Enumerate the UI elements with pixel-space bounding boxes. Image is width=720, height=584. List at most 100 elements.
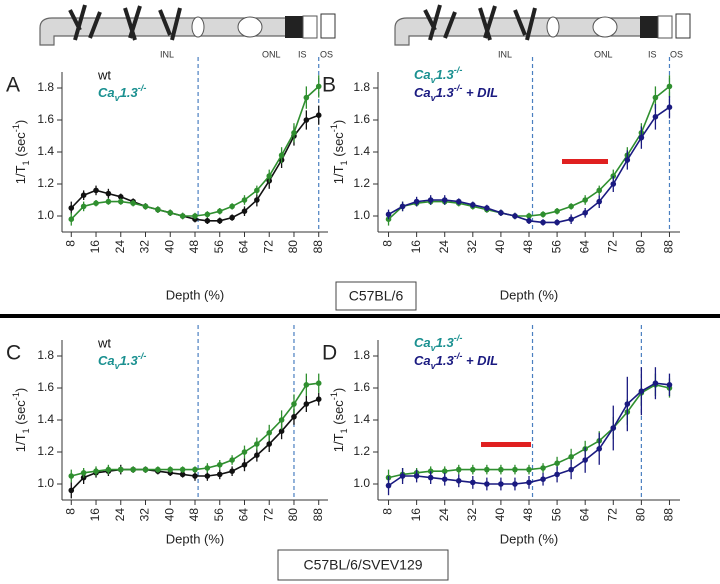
data-point — [254, 197, 260, 203]
data-point — [278, 152, 285, 158]
layer-label: IS — [648, 49, 657, 59]
data-point — [666, 83, 673, 90]
data-point — [204, 473, 211, 479]
y-tick-label: 1.4 — [37, 412, 54, 426]
data-point — [399, 203, 406, 210]
data-point — [610, 425, 617, 431]
legend-entry: Cav1.3-/- + DIL — [414, 351, 498, 371]
panel-letter: D — [322, 342, 337, 365]
x-tick-label: 80 — [286, 240, 300, 254]
data-point — [278, 417, 285, 423]
x-tick-label: 56 — [549, 508, 563, 522]
y-tick-label: 1.2 — [353, 444, 370, 458]
y-tick-label: 1.8 — [353, 348, 370, 362]
x-tick-label: 8 — [63, 240, 77, 247]
data-point — [484, 481, 490, 487]
y-tick-label: 1.8 — [37, 348, 54, 362]
data-point — [254, 452, 260, 459]
data-point — [192, 473, 198, 479]
data-point — [303, 401, 310, 407]
data-point — [68, 216, 75, 222]
y-tick-label: 1.0 — [37, 208, 54, 222]
x-tick-label: 40 — [162, 508, 176, 522]
legend-entry: wt — [97, 67, 111, 82]
panel: A Depth (%) 1/T1 (sec-1) 1.0 1.2 1.4 1.6 1.8 8 16… — [6, 57, 328, 302]
outer-segment — [657, 15, 673, 39]
data-point — [512, 466, 518, 473]
data-point — [470, 479, 476, 486]
data-point — [455, 198, 462, 205]
data-point — [68, 487, 75, 494]
data-point — [142, 466, 149, 473]
data-point — [568, 203, 574, 210]
legend-entry: Cav1.3-/- — [414, 65, 462, 85]
x-tick-label: 80 — [286, 508, 300, 522]
x-tick-label: 72 — [605, 240, 619, 254]
y-tick-label: 1.6 — [353, 112, 370, 126]
x-tick-label: 56 — [212, 240, 226, 254]
data-point — [652, 380, 659, 387]
data-point — [254, 187, 260, 194]
data-point — [540, 465, 546, 471]
data-point — [80, 192, 87, 198]
data-point — [596, 187, 603, 194]
x-tick-label: 8 — [381, 240, 395, 247]
data-point — [441, 468, 448, 475]
data-point — [291, 414, 297, 420]
data-point — [498, 466, 504, 473]
data-point — [540, 476, 546, 483]
layer-label: OS — [320, 49, 333, 59]
x-tick-label: 64 — [237, 508, 251, 522]
x-tick-label: 24 — [437, 240, 451, 254]
legend-entry: Cav1.3-/- — [98, 83, 146, 103]
data-point — [638, 134, 645, 141]
data-point — [652, 114, 659, 120]
data-point — [441, 476, 448, 483]
cell — [191, 16, 205, 38]
data-point — [204, 218, 211, 224]
data-point — [399, 473, 406, 479]
data-point — [413, 473, 420, 479]
data-point — [512, 213, 518, 219]
panel: B Depth (%) 1/T1 (sec-1) 1.0 1.2 1.4 1.6 1.8 8 16… — [322, 57, 680, 302]
y-tick-label: 1.0 — [37, 476, 54, 490]
y-tick-label: 1.6 — [353, 380, 370, 394]
x-tick-label: 8 — [381, 508, 395, 515]
data-point — [105, 198, 112, 205]
data-point — [582, 210, 588, 216]
y-tick-label: 1.0 — [353, 208, 370, 222]
y-axis-label: 1/T1 (sec-1) — [11, 120, 31, 184]
layer-label: IS — [298, 49, 307, 59]
data-point — [315, 83, 322, 90]
data-point — [117, 198, 124, 205]
data-point — [155, 466, 161, 473]
data-point — [554, 208, 560, 214]
data-point — [652, 94, 659, 101]
data-point — [610, 181, 617, 187]
data-point — [315, 396, 322, 403]
data-point — [385, 211, 392, 218]
data-point — [526, 479, 532, 486]
x-tick-label: 32 — [465, 240, 479, 254]
y-tick-label: 1.4 — [353, 412, 370, 426]
x-tick-label: 24 — [113, 508, 127, 522]
data-point — [179, 466, 186, 473]
data-point — [68, 473, 75, 479]
data-point — [526, 213, 532, 219]
x-tick-label: 32 — [138, 508, 152, 522]
data-point — [130, 466, 136, 473]
x-tick-label: 16 — [88, 508, 102, 522]
x-tick-label: 88 — [662, 240, 676, 254]
panel: D Depth (%) 1/T1 (sec-1) 1.0 1.2 1.4 1.6 1.8 8 16… — [322, 325, 680, 546]
data-point — [470, 202, 476, 208]
y-tick-label: 1.2 — [353, 176, 370, 190]
x-tick-label: 48 — [521, 240, 535, 254]
data-point — [117, 194, 124, 200]
data-point — [216, 218, 223, 224]
x-tick-label: 48 — [521, 508, 535, 522]
x-tick-label: 8 — [63, 508, 77, 515]
x-tick-label: 32 — [138, 240, 152, 254]
data-point — [568, 216, 574, 222]
data-point — [413, 198, 420, 205]
y-axis-label: 1/T1 (sec-1) — [329, 120, 349, 184]
